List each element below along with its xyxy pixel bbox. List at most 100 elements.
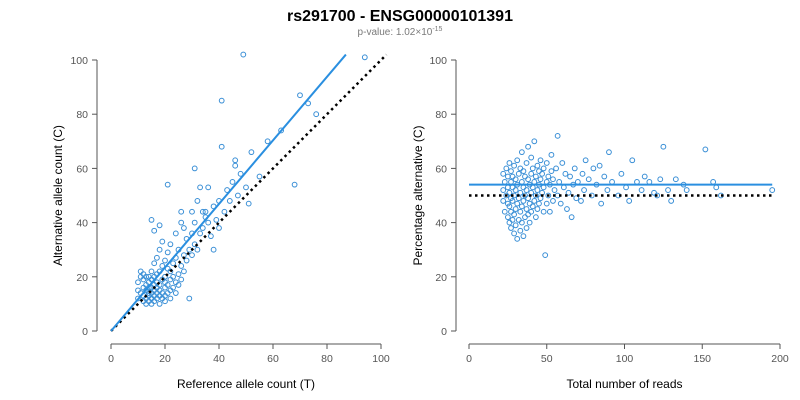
y-tick-label: 20 xyxy=(435,272,447,284)
data-point xyxy=(665,187,671,193)
data-point xyxy=(148,268,155,275)
y-axis-label: Percentage alternative (C) xyxy=(411,125,425,265)
y-tick-label: 20 xyxy=(76,272,88,284)
data-point xyxy=(517,227,524,234)
data-point xyxy=(512,206,519,212)
data-point xyxy=(702,146,709,153)
data-point xyxy=(540,184,547,191)
data-point xyxy=(545,192,552,199)
data-point xyxy=(598,200,605,207)
data-point xyxy=(520,168,527,175)
data-point xyxy=(170,284,177,291)
data-point xyxy=(525,176,531,183)
y-tick-label: 0 xyxy=(441,326,447,338)
data-point xyxy=(189,252,195,259)
subtitle-prefix: p-value: 1.02×10 xyxy=(358,27,433,38)
data-point xyxy=(143,273,150,280)
data-point xyxy=(508,225,514,231)
data-point xyxy=(596,162,603,169)
data-point xyxy=(531,198,538,204)
data-point xyxy=(540,165,547,172)
y-tick-label: 80 xyxy=(76,109,88,121)
data-point xyxy=(291,181,298,188)
data-point xyxy=(170,273,177,280)
data-point xyxy=(528,170,535,177)
data-point xyxy=(506,219,513,226)
subtitle-exponent: -15 xyxy=(432,26,442,33)
data-point xyxy=(509,198,516,204)
data-point xyxy=(560,184,567,191)
x-axis-label: Reference allele count (T) xyxy=(177,377,315,391)
data-point xyxy=(164,282,171,288)
data-point xyxy=(528,154,535,161)
data-point xyxy=(532,192,539,199)
data-point xyxy=(556,179,563,185)
data-point xyxy=(553,165,559,172)
data-point xyxy=(500,187,507,193)
x-tick-label: 200 xyxy=(771,353,789,365)
data-point xyxy=(167,241,174,248)
data-point xyxy=(509,173,516,180)
data-point xyxy=(237,170,244,177)
x-tick-label: 150 xyxy=(693,353,711,365)
data-point xyxy=(668,198,675,204)
data-point xyxy=(256,173,263,180)
data-point xyxy=(135,295,141,302)
right-panel-percentage-alternative: 0 20 40 60 80 100 0 50 100 150 200 Total number of … xyxy=(411,55,789,391)
data-point xyxy=(634,179,640,185)
data-point xyxy=(156,301,163,307)
data-point xyxy=(135,279,141,286)
data-point xyxy=(525,143,531,150)
data-point xyxy=(532,173,539,180)
data-point xyxy=(562,170,569,177)
data-point xyxy=(511,162,517,169)
data-point xyxy=(511,211,517,218)
data-point xyxy=(243,184,249,191)
data-point xyxy=(178,276,185,283)
data-point xyxy=(148,216,155,223)
data-point xyxy=(559,160,566,166)
data-point xyxy=(581,187,587,193)
data-point xyxy=(189,208,195,215)
data-point xyxy=(623,184,629,191)
data-point xyxy=(534,206,541,212)
data-point xyxy=(604,187,611,193)
x-axis-label: Total number of reads xyxy=(566,377,682,391)
data-point xyxy=(159,238,166,245)
data-point xyxy=(546,208,553,215)
data-point xyxy=(512,176,519,183)
data-point xyxy=(508,208,514,215)
data-point xyxy=(529,165,536,172)
data-point xyxy=(506,203,513,210)
data-point xyxy=(313,111,320,118)
data-point xyxy=(523,187,530,193)
data-point xyxy=(245,200,252,207)
data-point xyxy=(508,168,514,175)
data-point xyxy=(226,198,233,204)
data-point xyxy=(512,187,519,193)
data-point xyxy=(216,225,222,231)
x-tick-label: 0 xyxy=(466,353,472,365)
data-point xyxy=(545,173,552,180)
data-point xyxy=(526,219,533,226)
data-point xyxy=(170,260,177,267)
y-tick-label: 0 xyxy=(82,326,88,338)
data-point xyxy=(582,157,589,164)
data-point xyxy=(208,233,214,240)
data-point xyxy=(164,249,171,256)
x-tick-label: 0 xyxy=(108,353,114,365)
fit-line xyxy=(110,53,347,332)
data-point xyxy=(579,170,586,177)
data-point xyxy=(522,214,528,221)
data-point xyxy=(156,246,163,253)
data-point xyxy=(167,268,174,275)
data-point xyxy=(159,263,166,269)
data-point xyxy=(517,208,524,215)
x-tick-label: 100 xyxy=(372,353,390,365)
data-point xyxy=(523,225,530,231)
data-point xyxy=(202,208,209,215)
data-point xyxy=(571,165,578,172)
data-point xyxy=(537,157,544,164)
chart-title: rs291700 - ENSG00000101391 xyxy=(287,8,513,25)
data-point xyxy=(197,184,204,191)
